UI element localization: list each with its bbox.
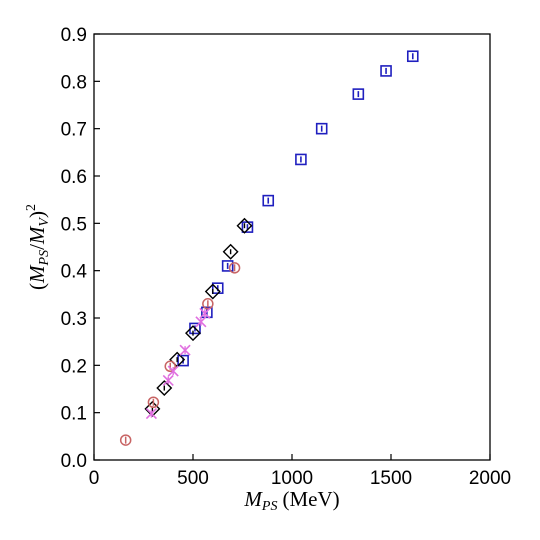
cross-marker — [179, 344, 191, 356]
cross-marker — [167, 365, 179, 377]
square-marker — [315, 122, 328, 135]
diamond-marker — [222, 243, 239, 260]
cross-marker — [145, 408, 157, 420]
x-tick-label: 1000 — [271, 468, 313, 489]
x-tick-label: 500 — [177, 468, 209, 489]
x-axis-label: MPS (MeV) — [243, 487, 339, 514]
circle-marker — [228, 262, 241, 274]
circle-marker — [202, 298, 214, 310]
y-tick-label: 0.1 — [61, 404, 87, 425]
square-marker — [406, 50, 419, 63]
y-tick-label: 0.9 — [61, 25, 87, 46]
y-tick-label: 0.6 — [61, 167, 87, 188]
x-tick-label: 2000 — [469, 468, 511, 489]
cross-marker — [162, 374, 174, 387]
y-axis-ticks: 0.0 0.1 0.2 0.3 0.4 0.5 0.6 0.7 0.8 0.9 — [61, 25, 100, 472]
diamond-marker — [156, 380, 173, 397]
square-marker — [295, 153, 307, 166]
circle-marker — [119, 434, 132, 446]
circle-marker — [147, 396, 160, 409]
x-axis-ticks: 0 500 1000 1500 2000 — [89, 454, 511, 489]
square-marker — [262, 194, 275, 207]
diamond-marker — [185, 325, 201, 342]
y-tick-label: 0.3 — [61, 309, 87, 330]
y-tick-label: 0.2 — [61, 356, 87, 377]
diamond-marker — [236, 217, 253, 234]
y-tick-label: 0.7 — [61, 120, 87, 141]
x-tick-label: 0 — [89, 468, 100, 489]
square-marker — [380, 65, 392, 77]
square-marker — [352, 88, 365, 100]
diamond-marker — [204, 283, 221, 300]
diamond-marker — [169, 351, 186, 368]
x-tick-label: 1500 — [370, 468, 412, 489]
square-marker — [221, 260, 234, 272]
square-marker — [211, 282, 224, 294]
y-tick-label: 0.4 — [61, 262, 88, 283]
data-points — [119, 50, 419, 446]
y-tick-label: 0.0 — [61, 451, 87, 472]
y-tick-label: 0.8 — [61, 72, 87, 93]
plot-frame — [93, 33, 491, 461]
y-tick-label: 0.5 — [61, 214, 87, 235]
y-axis-label: (MPS/MV)2 — [24, 204, 52, 290]
cross-marker — [195, 316, 207, 328]
cross-marker — [199, 307, 211, 319]
